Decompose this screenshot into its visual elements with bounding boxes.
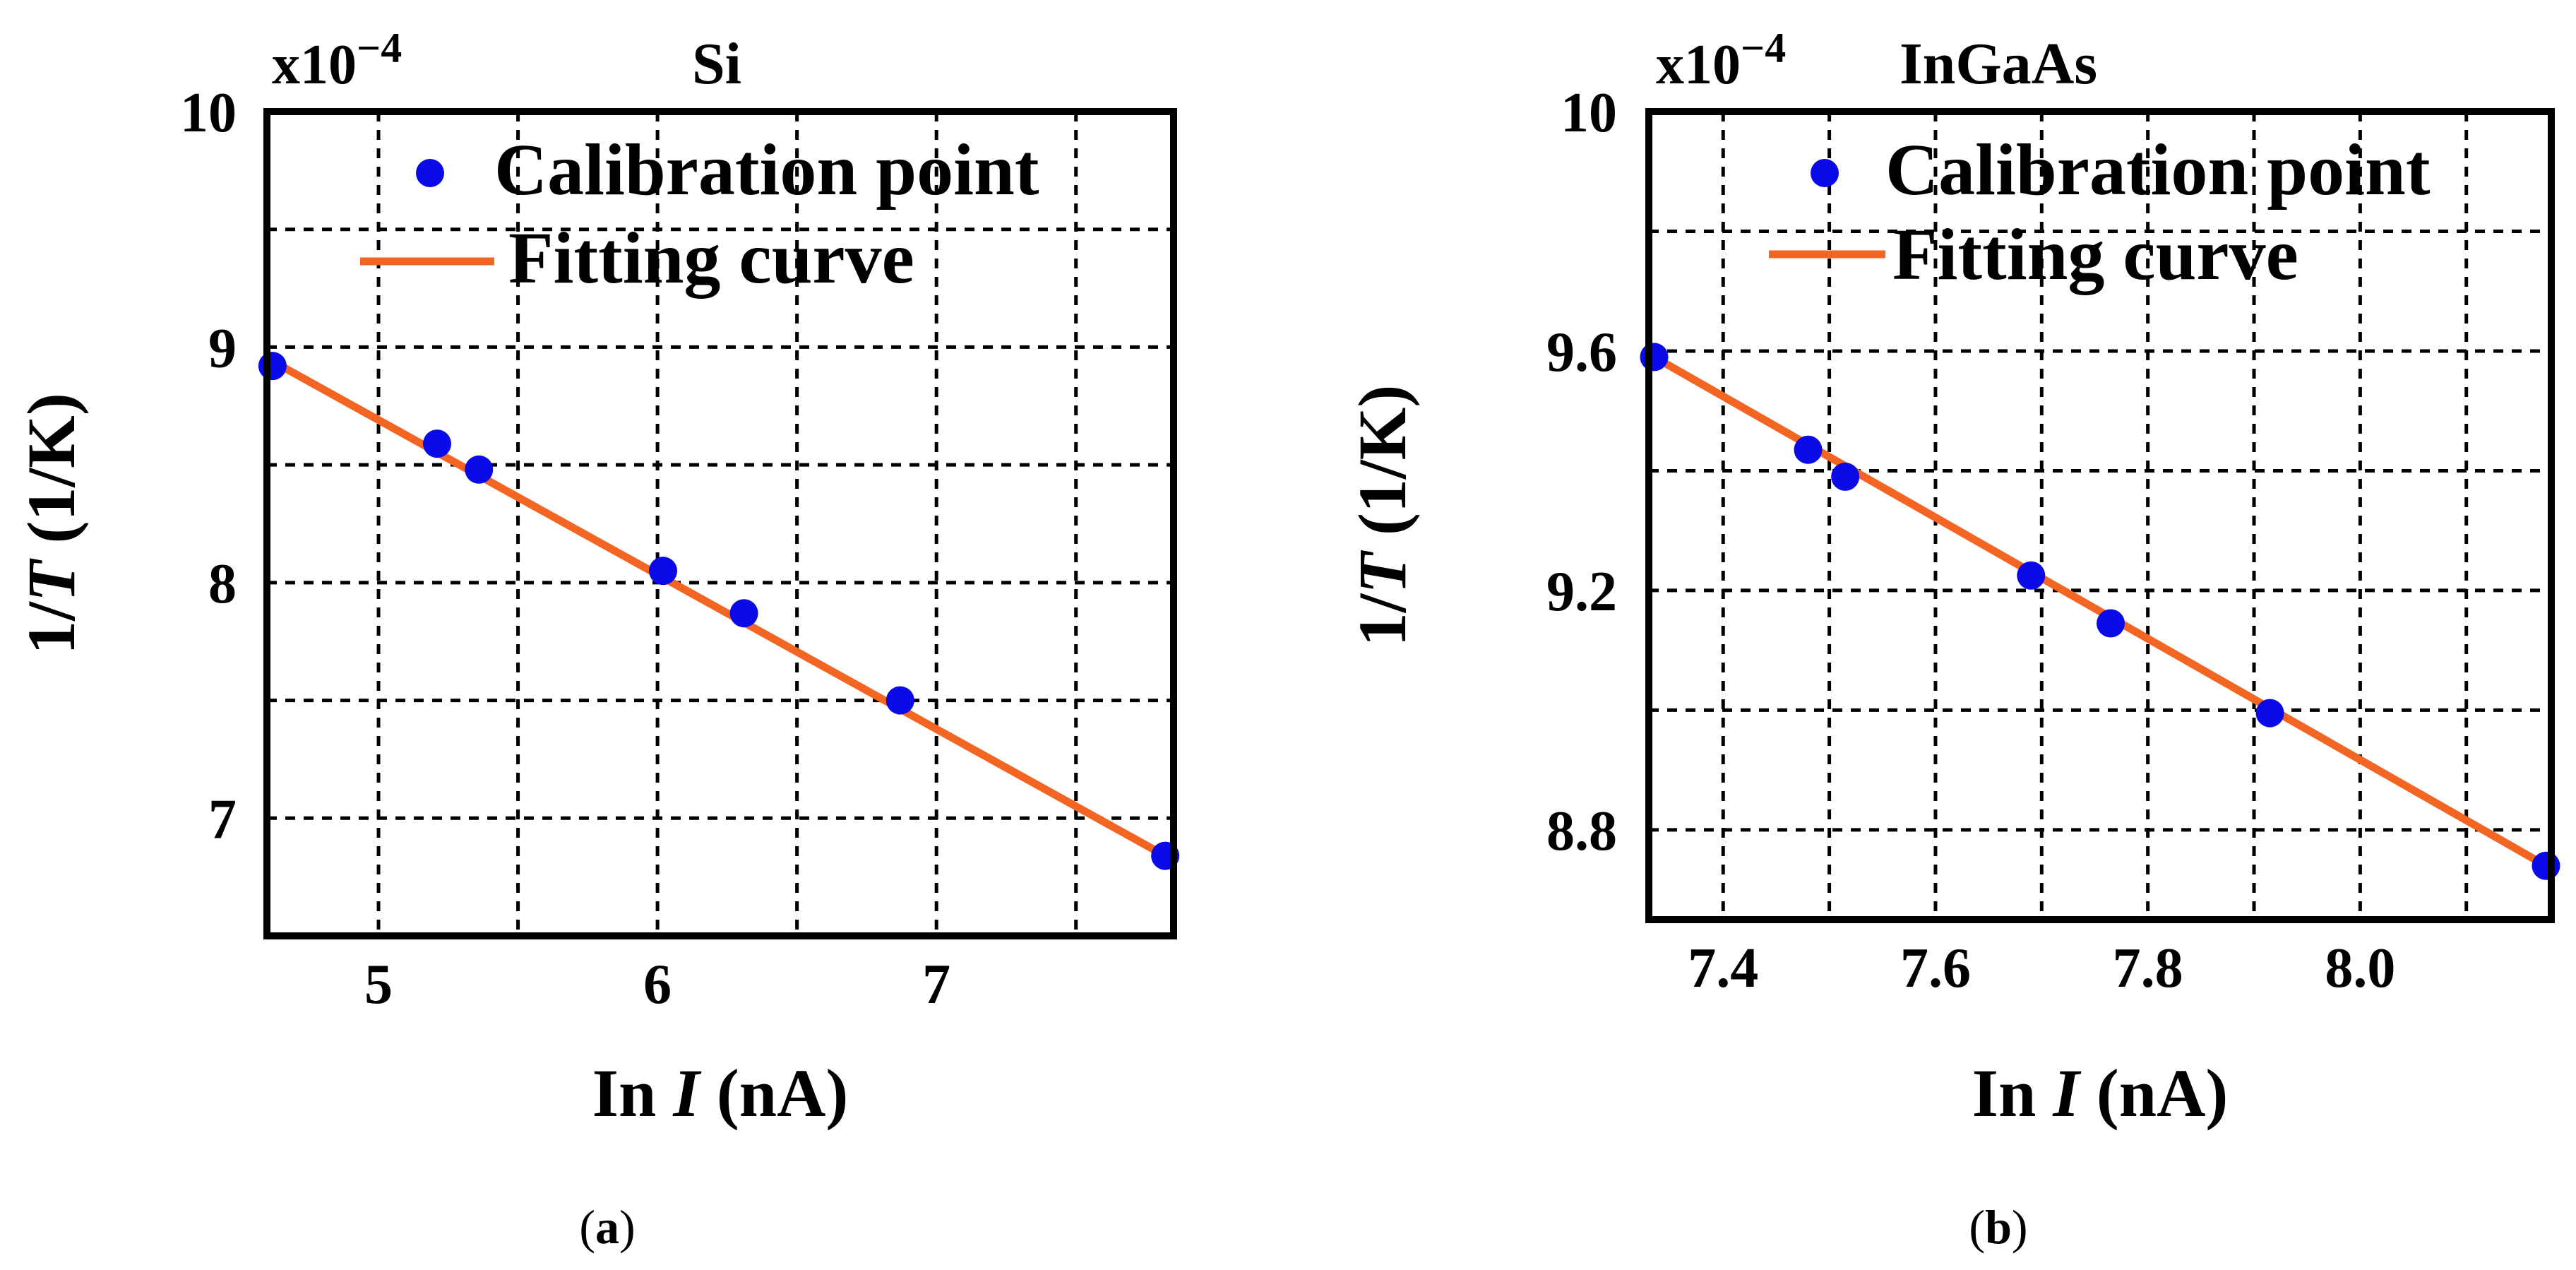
y-tick-label: 7 [208, 788, 237, 850]
calibration-point [729, 599, 758, 628]
y-tick-labels: 7 8 9 10 [180, 82, 237, 850]
grid-lines [267, 112, 1174, 936]
plot-frame [263, 108, 1177, 939]
calibration-point [1831, 462, 1860, 491]
x-tick-labels: 5 6 7 [364, 954, 950, 1016]
y-tick-label: 8 [208, 553, 237, 615]
y-tick-label: 10 [180, 82, 237, 144]
chart-panel-ingaas: 7.4 7.6 7.8 8.0 8.8 9.2 9.6 10 x10−4 InGaAs Ca… [1344, 25, 2560, 1254]
x-axis-label: In I (nA) [592, 1055, 849, 1131]
fitting-curve-line [270, 357, 1167, 860]
legend-label-calibration-point: Calibration point [1885, 129, 2431, 210]
calibration-point [1794, 435, 1823, 464]
plot-frame [1645, 108, 2555, 923]
x-tick-label: 7.6 [1900, 937, 1971, 999]
legend-label-calibration-point: Calibration point [494, 129, 1039, 210]
legend-label-fitting-curve: Fitting curve [1892, 214, 2298, 295]
y-tick-labels: 8.8 9.2 9.6 10 [1546, 82, 1617, 862]
chart-panel-si: 5 6 7 7 8 9 10 x10−4 Si Calibration point Fit… [13, 25, 1180, 1254]
calibration-point [2097, 609, 2125, 638]
y-tick-label: 9.6 [1546, 321, 1617, 384]
grid-lines [1649, 112, 2551, 920]
x-tick-label: 7.4 [1688, 937, 1758, 999]
y-axis-label: 1/T (1/K) [13, 393, 89, 655]
x-tick-label: 7 [922, 954, 950, 1016]
calibration-point [2255, 699, 2284, 728]
x-tick-label: 8.0 [2325, 937, 2395, 999]
y-tick-label: 9.2 [1546, 561, 1617, 623]
x-axis-label: In I (nA) [1972, 1055, 2229, 1131]
calibration-point [2532, 851, 2560, 880]
legend-marker-calibration-point [416, 159, 444, 187]
legend: Calibration point Fitting curve [1769, 129, 2431, 295]
calibration-point [422, 429, 451, 458]
y-tick-label: 10 [1561, 82, 1617, 144]
chart-title: Si [692, 31, 741, 97]
calibration-point [1640, 343, 1669, 372]
x-tick-label: 7.8 [2113, 937, 2183, 999]
legend: Calibration point Fitting curve [360, 129, 1039, 299]
y-exponent-label: x10−4 [272, 25, 402, 96]
y-tick-label: 8.8 [1546, 800, 1617, 862]
y-exponent-label: x10−4 [1656, 25, 1786, 96]
legend-label-fitting-curve: Fitting curve [508, 218, 914, 299]
chart-title: InGaAs [1900, 31, 2097, 97]
calibration-point [886, 686, 914, 715]
x-tick-label: 5 [364, 954, 393, 1016]
calibration-point [258, 352, 287, 381]
x-tick-label: 6 [643, 954, 672, 1016]
calibration-point [2017, 561, 2046, 590]
legend-marker-calibration-point [1811, 159, 1839, 187]
panel-caption: (a) [579, 1200, 635, 1254]
y-tick-label: 9 [208, 317, 237, 379]
x-tick-labels: 7.4 7.6 7.8 8.0 [1688, 937, 2395, 999]
calibration-point [649, 557, 678, 586]
fitting-curve-line [1652, 353, 2548, 870]
panel-caption: (b) [1969, 1200, 2027, 1254]
y-axis-label: 1/T (1/K) [1344, 385, 1420, 647]
calibration-point [465, 455, 494, 484]
